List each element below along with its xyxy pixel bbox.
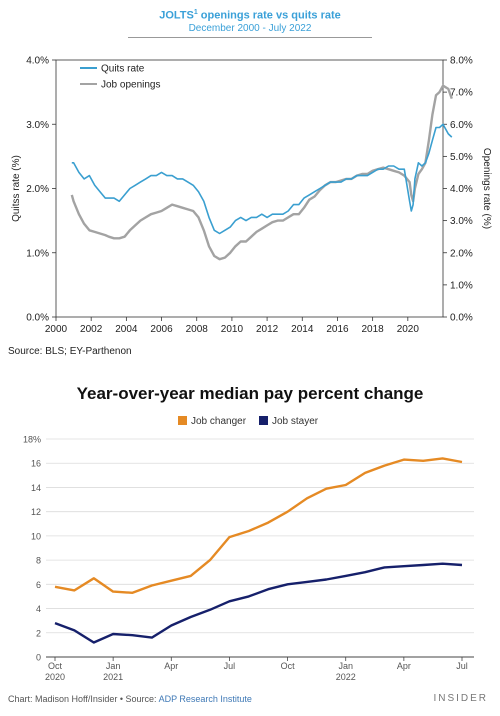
series-line-quits-rate (71, 123, 453, 235)
x-tick-label: Jul (224, 661, 236, 671)
y-left-tick-label: 4.0% (26, 56, 49, 67)
x-tick-label: Oct (48, 661, 63, 671)
y-tick-label: 8 (36, 556, 41, 566)
y-tick-label: 14 (31, 483, 41, 493)
x-tick-label: 2012 (256, 324, 279, 335)
x-tick-label: Jan (338, 661, 353, 671)
legend-label-job-stayer: Job stayer (272, 416, 319, 427)
x-tick-year-label: 2020 (45, 672, 65, 682)
x-tick-label: 2002 (80, 324, 103, 335)
y-tick-label: 18% (23, 435, 41, 445)
y-tick-label: 12 (31, 507, 41, 517)
chart1-subtitle: December 2000 - July 2022 (188, 23, 312, 34)
x-tick-label: Oct (281, 661, 296, 671)
y-tick-label: 4 (36, 604, 41, 614)
legend-label-quits-rate: Quits rate (101, 64, 145, 75)
y-left-tick-label: 2.0% (26, 184, 49, 195)
chart-credit: Chart: Madison Hoff/Insider • Source: AD… (8, 694, 252, 704)
y-right-tick-label: 0.0% (450, 313, 473, 324)
y-tick-label: 0 (36, 653, 41, 663)
legend-swatch-job-changer (178, 416, 187, 425)
x-tick-label: 2016 (326, 324, 349, 335)
y-left-tick-label: 1.0% (26, 248, 49, 259)
x-tick-label: 2014 (291, 324, 314, 335)
chart2-title: Year-over-year median pay percent change (76, 384, 424, 403)
y-tick-label: 16 (31, 459, 41, 469)
series-line-job-openings (70, 84, 453, 261)
x-tick-label: Jan (106, 661, 121, 671)
chart1-source: Source: BLS; EY-Parthenon (8, 346, 132, 357)
y-right-axis-label: Openings rate (%) (481, 148, 492, 229)
series-line-job-stayer (54, 562, 463, 644)
y-right-tick-label: 5.0% (450, 152, 473, 163)
source-link[interactable]: ADP Research Institute (158, 694, 252, 704)
legend-label-job-openings: Job openings (101, 80, 161, 91)
chart1-title: JOLTS1 openings rate vs quits rate (159, 9, 341, 22)
x-tick-year-label: 2021 (103, 672, 123, 682)
y-left-tick-label: 0.0% (26, 313, 49, 324)
y-tick-label: 10 (31, 531, 41, 541)
series-line-job-changer (54, 457, 463, 594)
x-tick-label: 2000 (45, 324, 68, 335)
legend-label-job-changer: Job changer (191, 416, 247, 427)
x-tick-label: 2010 (221, 324, 244, 335)
y-tick-label: 2 (36, 628, 41, 638)
x-tick-label: 2018 (362, 324, 385, 335)
y-right-tick-label: 6.0% (450, 120, 473, 131)
insider-logo: INSIDER (433, 693, 488, 704)
x-tick-label: Apr (397, 661, 411, 671)
y-tick-label: 6 (36, 580, 41, 590)
y-right-tick-label: 3.0% (450, 216, 473, 227)
y-left-tick-label: 3.0% (26, 120, 49, 131)
y-right-tick-label: 2.0% (450, 248, 473, 259)
jolts-chart: 0.0% 1.0% 2.0% 3.0% 4.0% 0.0% 1.0% 2.0% 3.0% 4.0%… (11, 56, 492, 336)
x-tick-year-label: 2022 (336, 672, 356, 682)
plot-frame (55, 59, 444, 318)
y-left-axis-label: Quitss rate (%) (11, 155, 22, 222)
x-tick-label: Jul (456, 661, 468, 671)
x-tick-label: 2004 (115, 324, 138, 335)
legend-swatch-job-stayer (259, 416, 268, 425)
x-tick-label: 2008 (186, 324, 209, 335)
y-right-tick-label: 7.0% (450, 88, 473, 99)
y-right-tick-label: 4.0% (450, 184, 473, 195)
title-divider (128, 37, 372, 38)
y-right-tick-label: 1.0% (450, 280, 473, 291)
x-tick-label: 2020 (397, 324, 420, 335)
x-tick-label: Apr (164, 661, 178, 671)
y-right-tick-label: 8.0% (450, 56, 473, 67)
x-tick-label: 2006 (150, 324, 173, 335)
